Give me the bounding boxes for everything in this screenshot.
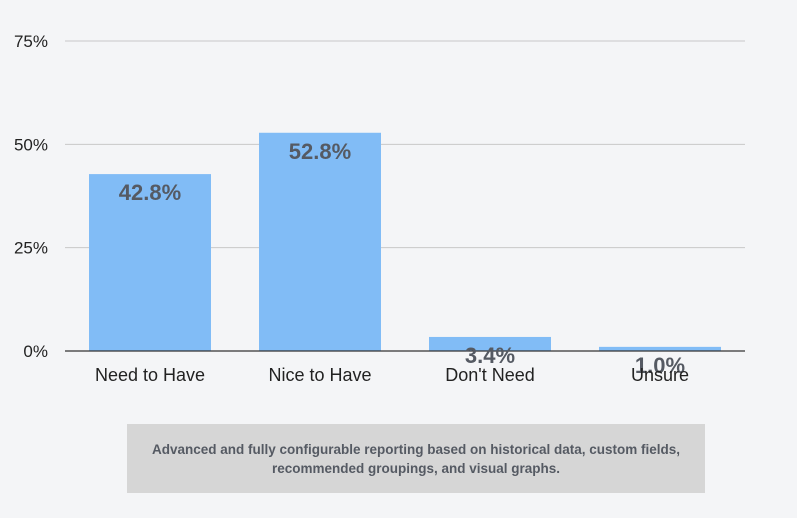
x-tick-label-1: Nice to Have xyxy=(268,365,371,385)
chart-caption: Advanced and fully configurable reportin… xyxy=(127,424,705,493)
x-tick-label-0: Need to Have xyxy=(95,365,205,385)
data-label-2: 3.4% xyxy=(465,343,515,368)
y-tick-label-50: 50% xyxy=(14,135,48,154)
caption-text: Advanced and fully configurable reportin… xyxy=(151,441,681,476)
x-tick-label-2: Don't Need xyxy=(445,365,535,385)
bars xyxy=(89,132,721,351)
y-tick-label-25: 25% xyxy=(14,239,48,258)
bar-2 xyxy=(429,336,551,351)
y-tick-label-0: 0% xyxy=(23,342,48,361)
labels: 0% 25% 50% 75% 42.8% Need to Have 52.8% Nice to… xyxy=(14,32,689,385)
data-label-1: 52.8% xyxy=(289,139,351,164)
bar-1 xyxy=(259,132,381,351)
data-label-3: 1.0% xyxy=(635,353,685,378)
bar-3 xyxy=(599,346,721,351)
x-tick-label-3: Unsure xyxy=(631,365,689,385)
bar-chart: 0% 25% 50% 75% 42.8% Need to Have 52.8% Nice to… xyxy=(14,32,745,385)
bar-0 xyxy=(89,174,211,351)
data-label-0: 42.8% xyxy=(119,180,181,205)
y-tick-label-75: 75% xyxy=(14,32,48,51)
